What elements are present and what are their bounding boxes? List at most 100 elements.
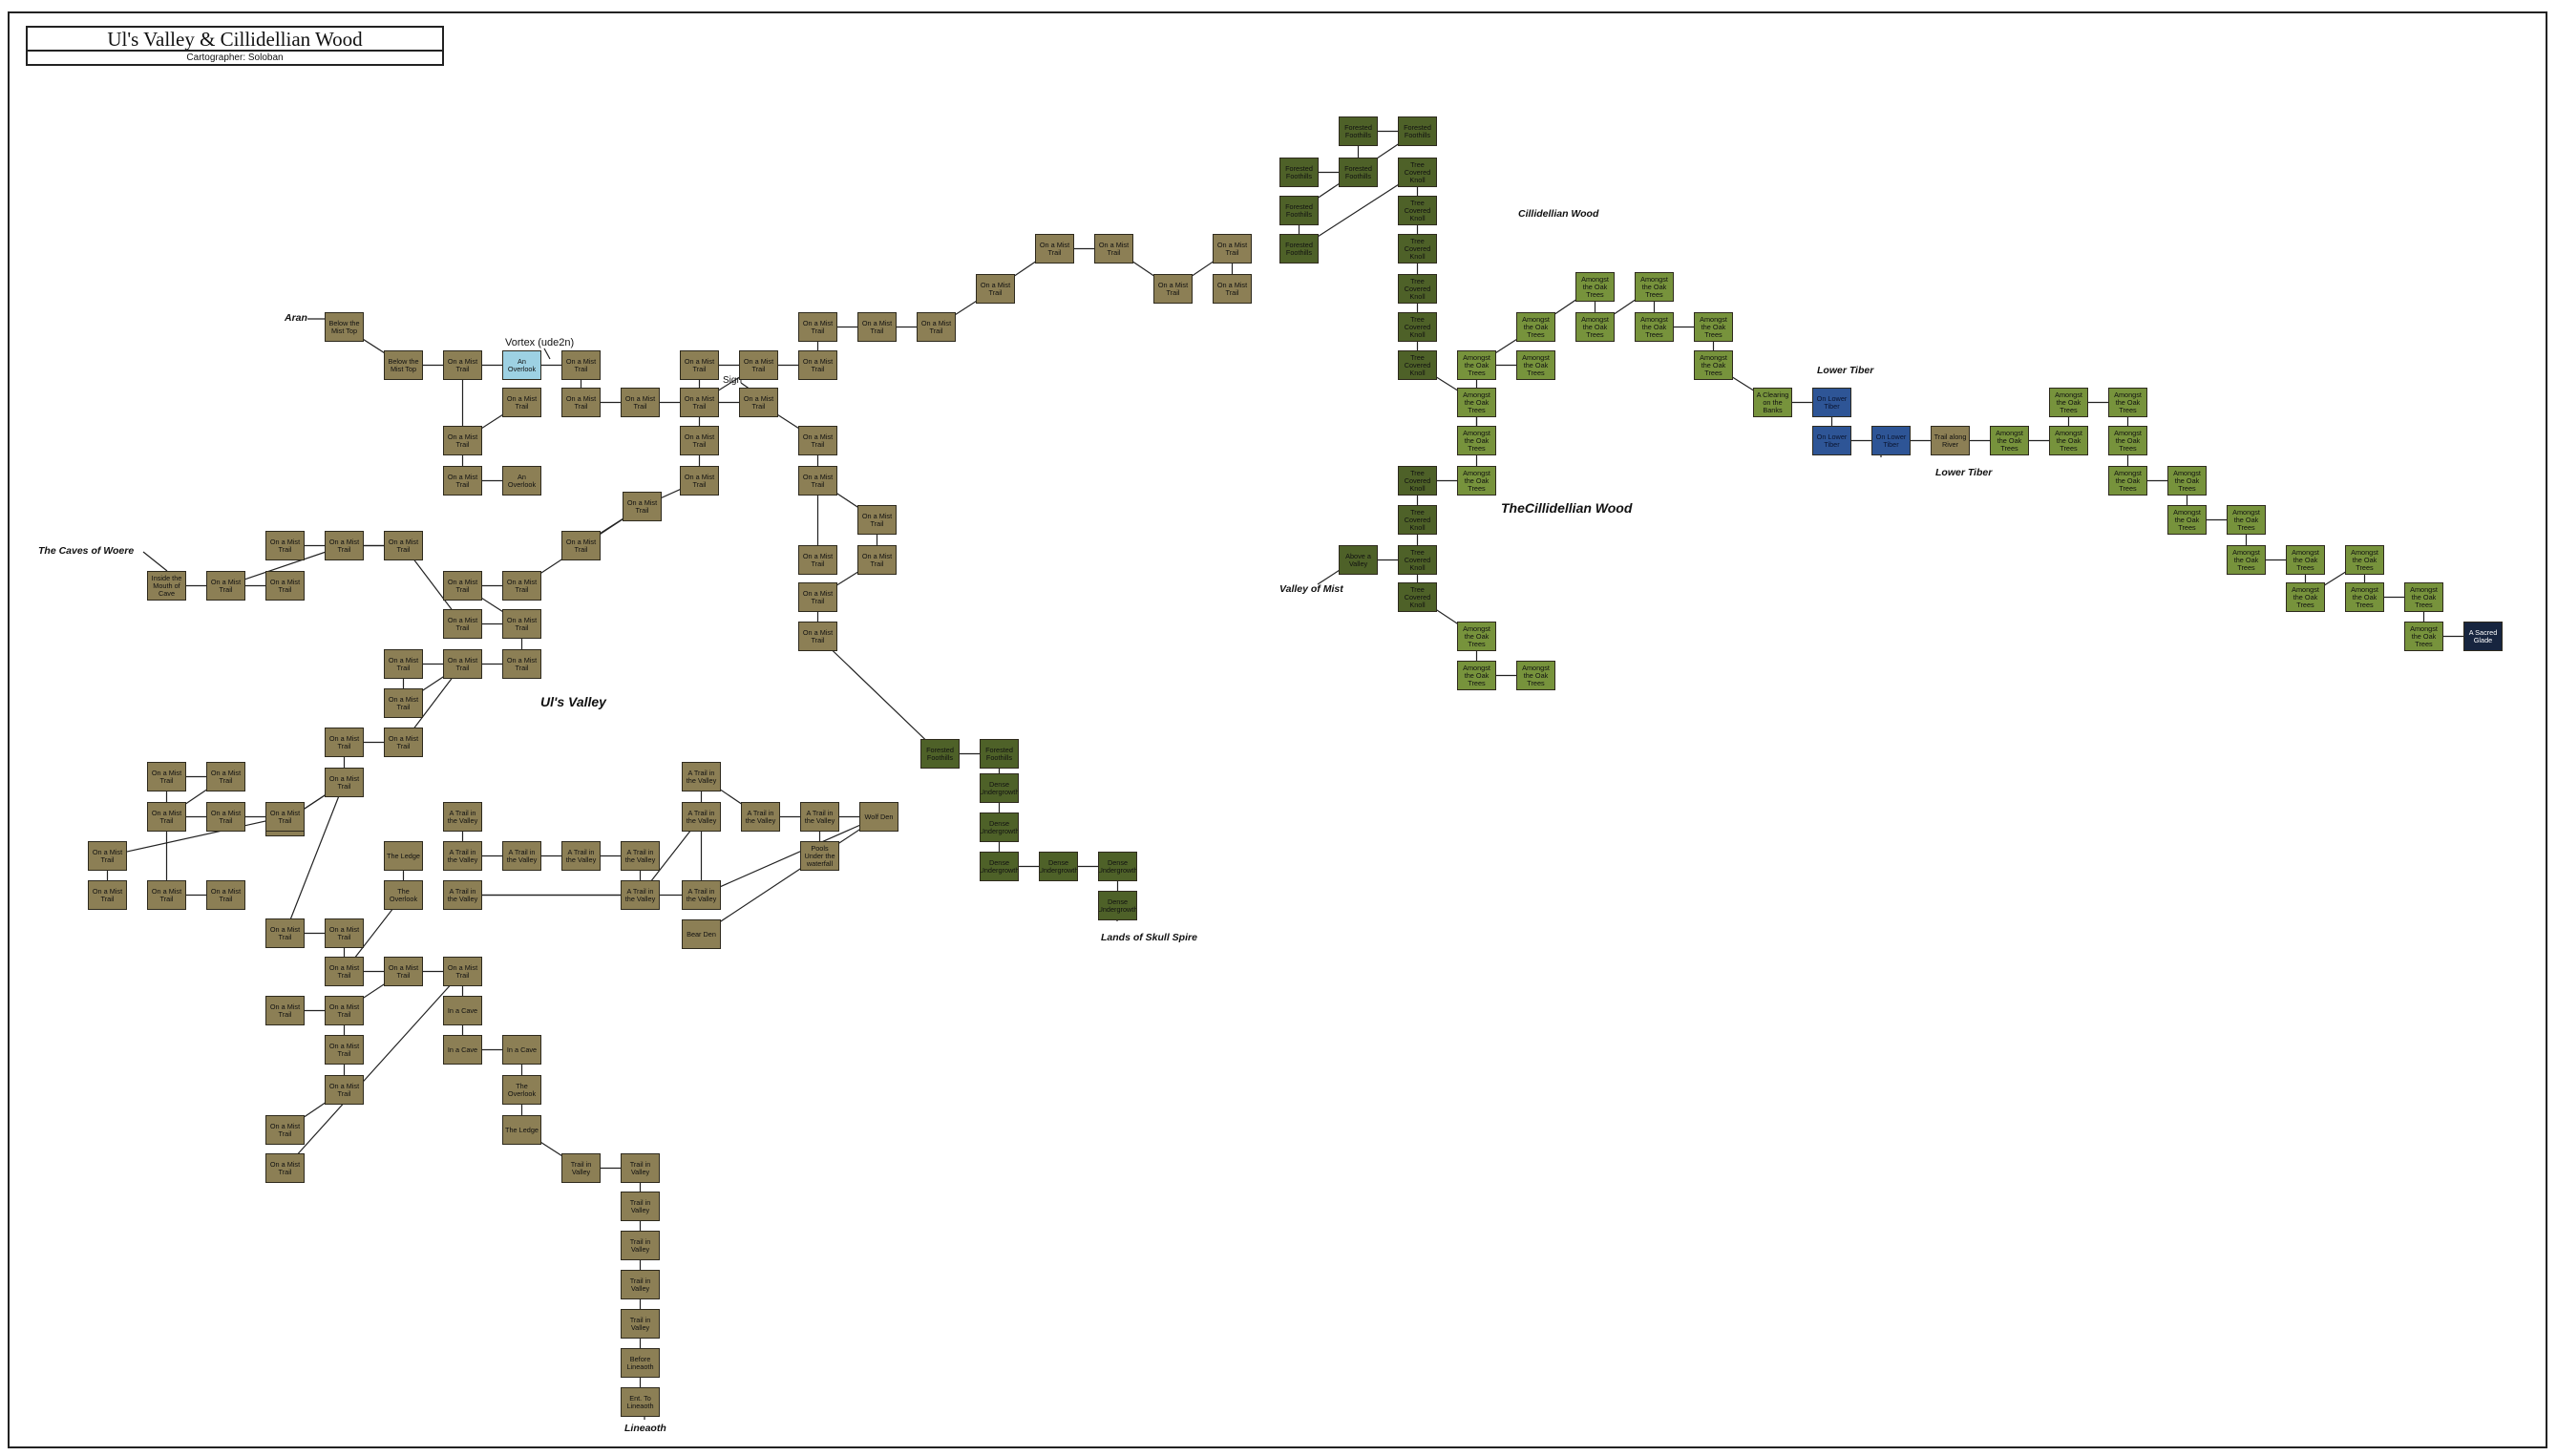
area-label-caves: The Caves of Woere xyxy=(38,545,135,557)
room-r147: A Clearing on the Banks xyxy=(1753,388,1792,417)
room-r64: On a Mist Trail xyxy=(88,880,127,910)
label-leader-4 xyxy=(543,348,551,360)
room-r34: On a Mist Trail xyxy=(857,545,897,575)
room-r71: On a Mist Trail xyxy=(325,996,364,1025)
room-r46: On a Mist Trail xyxy=(206,571,245,601)
room-r123: Forested Foothills xyxy=(1279,234,1319,264)
room-r116: Dense Undergrowth xyxy=(1098,852,1137,881)
room-r14: On a Mist Trail xyxy=(680,426,719,455)
room-r31: On a Mist Trail xyxy=(798,466,837,496)
room-r110: Forested Foothills xyxy=(920,739,960,769)
room-r41: On a Mist Trail xyxy=(502,609,541,639)
room-r145: Amongst the Oak Trees xyxy=(1694,350,1733,380)
link-r76-r77 xyxy=(285,971,463,1169)
room-r48: On a Mist Trail xyxy=(265,531,305,560)
room-r22: On a Mist Trail xyxy=(917,312,956,342)
area-label-lower-tiber-top: Lower Tiber xyxy=(1817,365,1874,376)
room-r164: Amongst the Oak Trees xyxy=(2227,545,2266,575)
room-r119: Forested Foothills xyxy=(1339,158,1378,187)
room-r66: On a Mist Trail xyxy=(206,880,245,910)
room-r165: Amongst the Oak Trees xyxy=(2286,545,2325,575)
room-r8: On a Mist Trail xyxy=(443,426,482,455)
room-r50: On a Mist Trail xyxy=(384,649,423,679)
room-r137: Amongst the Oak Trees xyxy=(1457,350,1496,380)
room-r60: On a Mist Trail xyxy=(147,802,186,832)
room-r143: Amongst the Oak Trees xyxy=(1635,312,1674,342)
room-r30: On a Mist Trail xyxy=(798,426,837,455)
room-r130: Tree Covered Knoll xyxy=(1398,466,1437,496)
room-r141: Amongst the Oak Trees xyxy=(1575,312,1615,342)
room-r75: On a Mist Trail xyxy=(265,1115,305,1145)
room-r96: Bear Den xyxy=(682,919,721,949)
room-r107: Trail in Valley xyxy=(621,1309,660,1339)
room-r152: On Lower Tiber xyxy=(1812,426,1851,455)
room-r135: Amongst the Oak Trees xyxy=(1457,388,1496,417)
room-r62: On a Mist Trail xyxy=(265,802,305,832)
link-r37-r110 xyxy=(817,636,940,754)
room-r12: On a Mist Trail xyxy=(680,388,719,417)
room-r91: A Trail in the Valley xyxy=(682,880,721,910)
room-r18: On a Mist Trail xyxy=(680,466,719,496)
room-r162: Amongst the Oak Trees xyxy=(2167,505,2207,535)
room-r11: On a Mist Trail xyxy=(621,388,660,417)
room-r133: Tree Covered Knoll xyxy=(1398,582,1437,612)
room-r112: Dense Undergrowth xyxy=(980,773,1019,803)
room-r38: On a Mist Trail xyxy=(561,531,601,560)
room-r49: On a Mist Trail xyxy=(502,649,541,679)
room-r171: A Sacred Glade xyxy=(2463,622,2503,651)
room-r118: Forested Foothills xyxy=(1279,158,1319,187)
room-r82: A Trail in the Valley xyxy=(502,841,541,871)
room-r83: A Trail in the Valley xyxy=(561,841,601,871)
room-r155: Amongst the Oak Trees xyxy=(1990,426,2029,455)
room-r65: On a Mist Trail xyxy=(147,880,186,910)
room-r103: Trail in Valley xyxy=(621,1153,660,1183)
map-frame xyxy=(8,11,2547,1448)
room-r43: On a Mist Trail xyxy=(384,531,423,560)
room-r52: On a Mist Trail xyxy=(443,649,482,679)
room-r73: On a Mist Trail xyxy=(325,1035,364,1065)
room-r100: The Overlook xyxy=(502,1075,541,1105)
room-r158: Amongst the Oak Trees xyxy=(2108,388,2147,417)
room-r106: Trail in Valley xyxy=(621,1270,660,1299)
room-r70: On a Mist Trail xyxy=(384,957,423,986)
area-label-lands-skull: Lands of Skull Spire xyxy=(1101,932,1197,943)
room-r166: Amongst the Oak Trees xyxy=(2286,582,2325,612)
room-r6: On a Mist Trail xyxy=(561,388,601,417)
room-r124: Tree Covered Knoll xyxy=(1398,158,1437,187)
room-r95: Pools Under the waterfall xyxy=(800,841,839,871)
room-r36: On a Mist Trail xyxy=(798,582,837,612)
room-r33: On a Mist Trail xyxy=(857,505,897,535)
room-r86: A Trail in the Valley xyxy=(682,802,721,832)
area-label-sign: Sign xyxy=(723,375,743,386)
room-r111: Forested Foothills xyxy=(980,739,1019,769)
room-r113: Dense Undergrowth xyxy=(980,812,1019,842)
room-r144: Amongst the Oak Trees xyxy=(1694,312,1733,342)
room-r89: A Trail in the Valley xyxy=(800,802,839,832)
room-r149: Amongst the Oak Trees xyxy=(1457,661,1496,690)
room-r78: The Ledge xyxy=(384,841,423,871)
room-r157: Amongst the Oak Trees xyxy=(2049,388,2088,417)
room-r15: On a Mist Trail xyxy=(739,350,778,380)
room-r76: On a Mist Trail xyxy=(443,957,482,986)
map-subtitle: Cartographer: Soloban xyxy=(186,53,284,63)
room-r129: Tree Covered Knoll xyxy=(1398,350,1437,380)
room-r69: On a Mist Trail xyxy=(325,957,364,986)
room-r27: On a Mist Trail xyxy=(1153,274,1193,304)
room-r88: A Trail in the Valley xyxy=(741,802,780,832)
room-r167: Amongst the Oak Trees xyxy=(2345,545,2384,575)
room-r59: On a Mist Trail xyxy=(206,762,245,791)
room-r138: Amongst the Oak Trees xyxy=(1457,466,1496,496)
room-r19: On a Mist Trail xyxy=(623,492,662,521)
room-r37: On a Mist Trail xyxy=(798,622,837,651)
room-r99: In a Cave xyxy=(502,1035,541,1065)
room-r128: Tree Covered Knoll xyxy=(1398,312,1437,342)
room-r51: On a Mist Trail xyxy=(384,688,423,718)
room-r16: On a Mist Trail xyxy=(739,388,778,417)
room-r154: Trail along River xyxy=(1931,426,1970,455)
room-r163: Amongst the Oak Trees xyxy=(2227,505,2266,535)
room-r114: Dense Undergrowth xyxy=(980,852,1019,881)
room-r63: On a Mist Trail xyxy=(88,841,127,871)
room-r117: Dense Undergrowth xyxy=(1098,891,1137,920)
area-label-valley-mist: Valley of Mist xyxy=(1279,583,1343,595)
area-label-cillidellian-small: Cillidellian Wood xyxy=(1518,208,1599,220)
